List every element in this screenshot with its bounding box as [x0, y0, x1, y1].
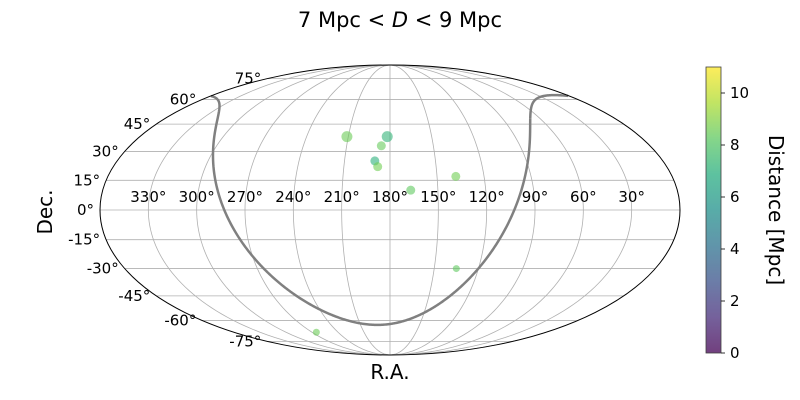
dec-tick-label: 60°: [170, 90, 197, 108]
ra-gridline: [389, 65, 633, 355]
dec-tick-label: -15°: [68, 231, 100, 249]
sky-boundary: [99, 64, 681, 356]
data-point: [373, 162, 383, 172]
colorbar-tick-label: 0: [730, 344, 740, 362]
ra-tick-label: 30°: [618, 188, 645, 206]
ra-gridline: [389, 65, 488, 355]
y-axis-label: Dec.: [33, 189, 57, 234]
ra-gridline: [341, 65, 391, 355]
ra-tick-label: 180°: [372, 188, 408, 206]
dec-tick-label: 0°: [77, 201, 94, 219]
ra-tick-label: 270°: [227, 188, 263, 206]
data-point: [381, 131, 393, 143]
ra-tick-label: 150°: [420, 188, 456, 206]
colorbar-ticks: 0 2 4 6 8 10: [721, 84, 749, 362]
galactic-plane-segment: [210, 94, 532, 327]
x-axis-label: R.A.: [370, 360, 409, 384]
ra-gridline: [196, 65, 391, 355]
chart-title: 7 Mpc < D < 9 Mpc: [298, 8, 502, 32]
ra-gridline: [244, 65, 391, 355]
colorbar-tick-label: 10: [730, 84, 749, 102]
galactic-plane-segment: [529, 93, 569, 119]
colorbar-tick-label: 2: [730, 292, 740, 310]
dec-tick-label: 75°: [235, 70, 262, 88]
colorbar-tick-label: 4: [730, 240, 740, 258]
dec-tick-label: -45°: [118, 287, 150, 305]
ra-tick-label: 240°: [275, 188, 311, 206]
dec-tick-labels: 75° 60° 45° 30° 15° 0° -15° -30° -45° -60° -75°: [68, 70, 261, 351]
ra-gridline: [147, 65, 391, 355]
ra-tick-label: 120°: [469, 188, 505, 206]
dec-tick-label: -75°: [229, 332, 261, 350]
ra-tick-label: 90°: [522, 188, 549, 206]
ra-tick-labels: 330° 300° 270° 240° 210° 180° 150° 120° 90° 60° 30…: [130, 188, 645, 206]
data-points: [312, 131, 461, 336]
ra-gridline: [389, 65, 439, 355]
ra-gridline: [292, 65, 391, 355]
dec-tick-label: -60°: [164, 312, 196, 330]
ra-tick-label: 300°: [179, 188, 215, 206]
ra-tick-label: 60°: [570, 188, 597, 206]
ra-tick-label: 210°: [324, 188, 360, 206]
ra-gridline: [389, 65, 584, 355]
galactic-plane-curve: [210, 93, 569, 327]
data-point: [341, 131, 353, 143]
ra-gridline: [389, 65, 536, 355]
colorbar-label: Distance [Mpc]: [764, 135, 788, 285]
dec-tick-label: 30°: [92, 142, 119, 160]
data-point: [312, 328, 320, 336]
dec-tick-label: 15°: [74, 171, 101, 189]
dec-tick-label: -30°: [87, 260, 119, 278]
colorbar: [705, 66, 722, 354]
data-point: [406, 185, 416, 195]
colorbar-tick-label: 6: [730, 188, 740, 206]
colorbar-tick-label: 8: [730, 136, 740, 154]
data-point: [451, 171, 461, 181]
data-point: [452, 265, 460, 273]
ra-tick-label: 330°: [130, 188, 166, 206]
data-point: [376, 141, 386, 151]
dec-tick-label: 45°: [124, 115, 151, 133]
